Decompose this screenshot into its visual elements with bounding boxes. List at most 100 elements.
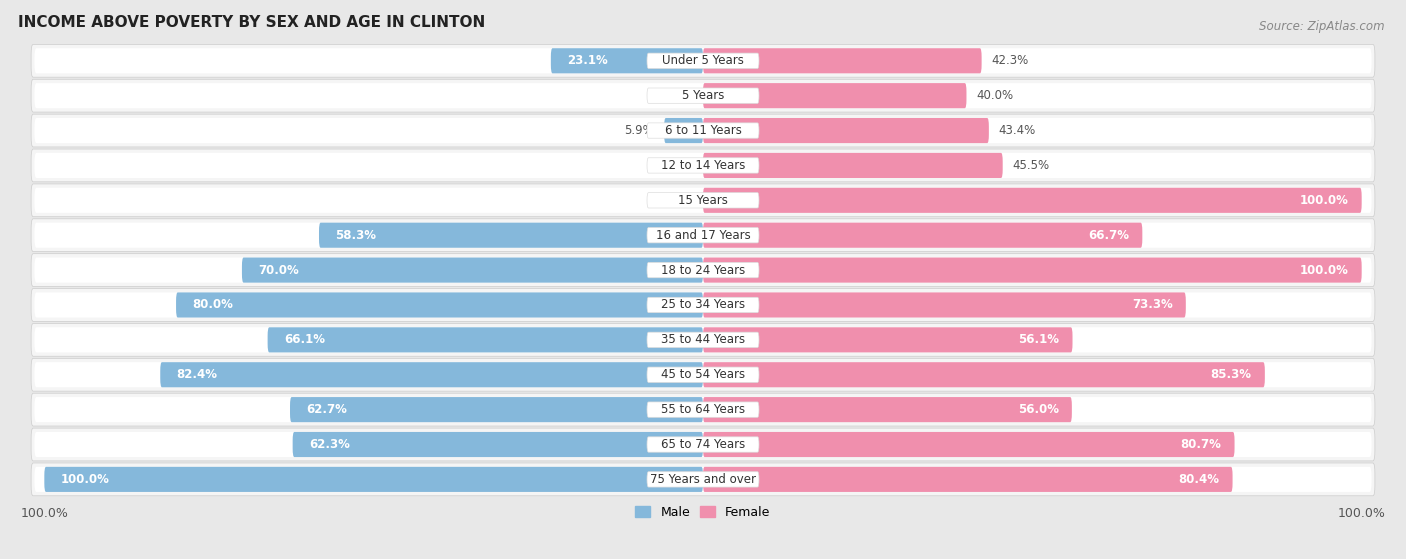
FancyBboxPatch shape xyxy=(35,328,1371,352)
FancyBboxPatch shape xyxy=(647,332,759,348)
Text: 56.0%: 56.0% xyxy=(1018,403,1059,416)
Text: 55 to 64 Years: 55 to 64 Years xyxy=(661,403,745,416)
FancyBboxPatch shape xyxy=(35,48,1371,73)
Text: 82.4%: 82.4% xyxy=(177,368,218,381)
FancyBboxPatch shape xyxy=(551,48,703,73)
Text: 100.0%: 100.0% xyxy=(60,473,110,486)
FancyBboxPatch shape xyxy=(647,262,759,278)
FancyBboxPatch shape xyxy=(647,53,759,68)
Text: INCOME ABOVE POVERTY BY SEX AND AGE IN CLINTON: INCOME ABOVE POVERTY BY SEX AND AGE IN C… xyxy=(18,15,485,30)
Text: 35 to 44 Years: 35 to 44 Years xyxy=(661,333,745,347)
FancyBboxPatch shape xyxy=(703,258,1361,283)
FancyBboxPatch shape xyxy=(703,153,1002,178)
Text: 75 Years and over: 75 Years and over xyxy=(650,473,756,486)
Text: 100.0%: 100.0% xyxy=(1299,194,1348,207)
Text: 80.4%: 80.4% xyxy=(1178,473,1219,486)
FancyBboxPatch shape xyxy=(176,292,703,318)
Text: 45.5%: 45.5% xyxy=(1012,159,1050,172)
FancyBboxPatch shape xyxy=(703,83,966,108)
FancyBboxPatch shape xyxy=(35,222,1371,248)
FancyBboxPatch shape xyxy=(35,258,1371,283)
Text: 42.3%: 42.3% xyxy=(991,54,1029,67)
FancyBboxPatch shape xyxy=(664,118,703,143)
FancyBboxPatch shape xyxy=(703,362,1265,387)
FancyBboxPatch shape xyxy=(35,397,1371,422)
Text: 0.0%: 0.0% xyxy=(661,159,690,172)
FancyBboxPatch shape xyxy=(31,324,1375,356)
FancyBboxPatch shape xyxy=(35,188,1371,213)
Text: 15 Years: 15 Years xyxy=(678,194,728,207)
FancyBboxPatch shape xyxy=(647,88,759,103)
FancyBboxPatch shape xyxy=(31,79,1375,112)
FancyBboxPatch shape xyxy=(319,222,703,248)
FancyBboxPatch shape xyxy=(31,149,1375,182)
FancyBboxPatch shape xyxy=(45,467,703,492)
Text: 6 to 11 Years: 6 to 11 Years xyxy=(665,124,741,137)
FancyBboxPatch shape xyxy=(35,292,1371,318)
Legend: Male, Female: Male, Female xyxy=(630,501,776,524)
Text: 62.7%: 62.7% xyxy=(307,403,347,416)
Text: Under 5 Years: Under 5 Years xyxy=(662,54,744,67)
Text: 65 to 74 Years: 65 to 74 Years xyxy=(661,438,745,451)
FancyBboxPatch shape xyxy=(35,118,1371,143)
FancyBboxPatch shape xyxy=(647,472,759,487)
Text: 5 Years: 5 Years xyxy=(682,89,724,102)
FancyBboxPatch shape xyxy=(35,432,1371,457)
FancyBboxPatch shape xyxy=(31,184,1375,217)
FancyBboxPatch shape xyxy=(703,328,1073,352)
Text: 66.7%: 66.7% xyxy=(1088,229,1129,241)
FancyBboxPatch shape xyxy=(290,397,703,422)
FancyBboxPatch shape xyxy=(35,153,1371,178)
Text: 70.0%: 70.0% xyxy=(259,264,299,277)
FancyBboxPatch shape xyxy=(703,222,1142,248)
Text: 5.9%: 5.9% xyxy=(624,124,654,137)
FancyBboxPatch shape xyxy=(647,437,759,452)
Text: 85.3%: 85.3% xyxy=(1211,368,1251,381)
FancyBboxPatch shape xyxy=(703,188,1361,213)
FancyBboxPatch shape xyxy=(647,228,759,243)
Text: 100.0%: 100.0% xyxy=(1299,264,1348,277)
FancyBboxPatch shape xyxy=(31,114,1375,147)
Text: 0.0%: 0.0% xyxy=(661,89,690,102)
Text: 80.0%: 80.0% xyxy=(193,299,233,311)
Text: 18 to 24 Years: 18 to 24 Years xyxy=(661,264,745,277)
FancyBboxPatch shape xyxy=(31,254,1375,286)
Text: 80.7%: 80.7% xyxy=(1181,438,1222,451)
FancyBboxPatch shape xyxy=(31,44,1375,77)
FancyBboxPatch shape xyxy=(31,219,1375,252)
Text: 56.1%: 56.1% xyxy=(1018,333,1059,347)
FancyBboxPatch shape xyxy=(647,158,759,173)
Text: 73.3%: 73.3% xyxy=(1132,299,1173,311)
FancyBboxPatch shape xyxy=(31,393,1375,426)
Text: 62.3%: 62.3% xyxy=(309,438,350,451)
FancyBboxPatch shape xyxy=(703,48,981,73)
Text: 16 and 17 Years: 16 and 17 Years xyxy=(655,229,751,241)
FancyBboxPatch shape xyxy=(647,123,759,138)
FancyBboxPatch shape xyxy=(647,402,759,418)
FancyBboxPatch shape xyxy=(703,118,988,143)
Text: 23.1%: 23.1% xyxy=(567,54,607,67)
FancyBboxPatch shape xyxy=(647,367,759,382)
Text: Source: ZipAtlas.com: Source: ZipAtlas.com xyxy=(1260,20,1385,32)
FancyBboxPatch shape xyxy=(703,432,1234,457)
Text: 45 to 54 Years: 45 to 54 Years xyxy=(661,368,745,381)
FancyBboxPatch shape xyxy=(35,362,1371,387)
FancyBboxPatch shape xyxy=(703,467,1233,492)
Text: 66.1%: 66.1% xyxy=(284,333,325,347)
FancyBboxPatch shape xyxy=(242,258,703,283)
FancyBboxPatch shape xyxy=(647,297,759,312)
FancyBboxPatch shape xyxy=(160,362,703,387)
FancyBboxPatch shape xyxy=(647,193,759,208)
FancyBboxPatch shape xyxy=(31,288,1375,321)
Text: 58.3%: 58.3% xyxy=(336,229,377,241)
FancyBboxPatch shape xyxy=(31,358,1375,391)
FancyBboxPatch shape xyxy=(35,83,1371,108)
Text: 43.4%: 43.4% xyxy=(998,124,1036,137)
Text: 0.0%: 0.0% xyxy=(661,194,690,207)
FancyBboxPatch shape xyxy=(703,397,1071,422)
Text: 12 to 14 Years: 12 to 14 Years xyxy=(661,159,745,172)
Text: 25 to 34 Years: 25 to 34 Years xyxy=(661,299,745,311)
Text: 40.0%: 40.0% xyxy=(976,89,1014,102)
FancyBboxPatch shape xyxy=(31,463,1375,496)
FancyBboxPatch shape xyxy=(31,428,1375,461)
